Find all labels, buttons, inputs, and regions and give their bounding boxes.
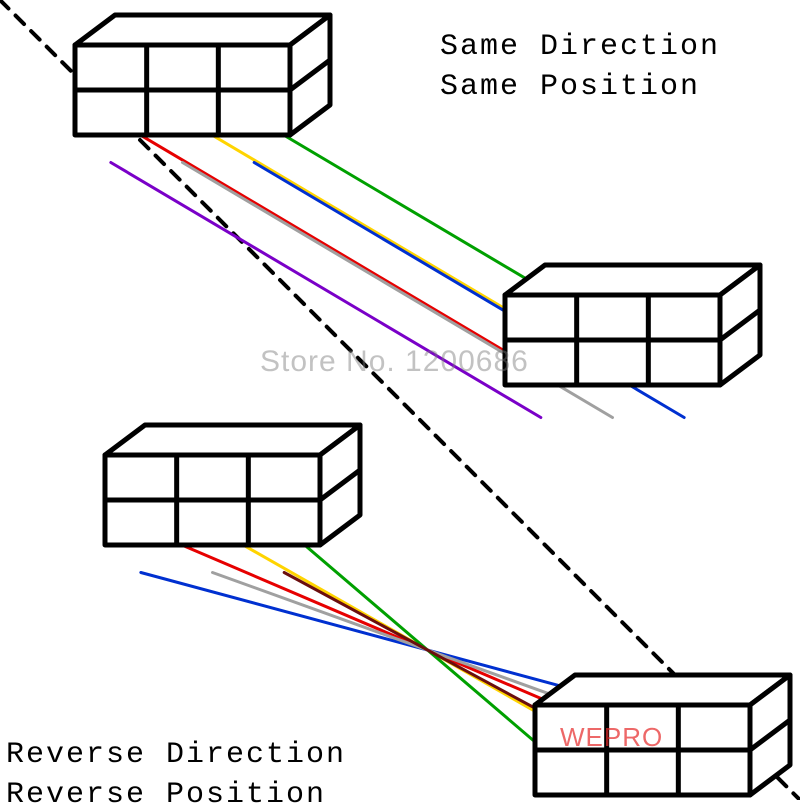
store-watermark: Store No. 1200686 [260, 345, 529, 379]
diagram-canvas [0, 0, 800, 800]
label-reverse-position: Reverse Position [6, 778, 326, 812]
label-reverse-direction: Reverse Direction [6, 738, 346, 772]
wepro-watermark: WEPRO [560, 722, 663, 753]
label-same-position: Same Position [440, 70, 700, 104]
label-same-direction: Same Direction [440, 30, 720, 64]
